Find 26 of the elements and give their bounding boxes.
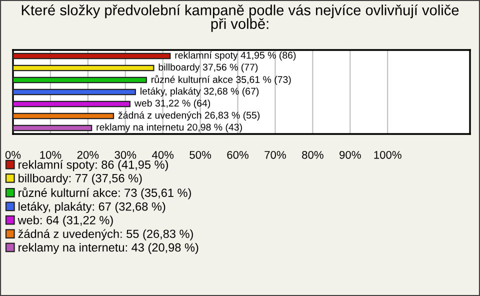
x-tick-label: 50% <box>190 150 212 159</box>
data-label: žádná z uvedených 26,83 % (55) <box>118 111 260 121</box>
x-tick-label: 40% <box>152 150 174 159</box>
data-label: letáky, plakáty 32,68 % (67) <box>140 87 259 97</box>
x-tick-label: 60% <box>227 150 248 159</box>
x-tick-label: 30% <box>114 150 136 159</box>
x-tick-label: 90% <box>340 150 361 159</box>
x-tick-label: 80% <box>302 150 324 159</box>
data-label: web 31,22 % (64) <box>134 99 210 109</box>
x-tick-label: 20% <box>77 150 99 159</box>
legend-label: různé kulturní akce: 73 (35,61 %) <box>18 187 191 200</box>
legend-label: žádná z uvedených: 55 (26,83 %) <box>18 229 193 240</box>
data-label: reklamní spoty 41,95 % (86) <box>175 51 296 61</box>
data-label: reklamy na internetu 20,98 % (43) <box>96 123 242 133</box>
legend-label: reklamy na internetu: 43 (20,98 %) <box>18 242 198 254</box>
data-label: různé kulturní akce 35,61 % (73) <box>152 75 291 85</box>
x-tick-label: 0% <box>5 150 21 159</box>
x-tick-label: 100% <box>374 150 402 159</box>
x-tick-label: 70% <box>264 150 286 159</box>
legend-label: letáky, plakáty: 67 (32,68 %) <box>18 202 166 214</box>
x-tick-label: 10% <box>40 150 62 159</box>
chart-title: Které složky předvolební kampaně podle vás nejvíce ovlivňují voliče při volbě: <box>22 4 459 32</box>
data-label: billboardy 37,56 % (77) <box>158 63 258 73</box>
legend-label: billboardy: 77 (37,56 %) <box>18 174 142 185</box>
legend-label: web: 64 (31,22 %) <box>18 216 113 227</box>
legend-label: reklamní spoty: 86 (41,95 %) <box>18 160 168 172</box>
